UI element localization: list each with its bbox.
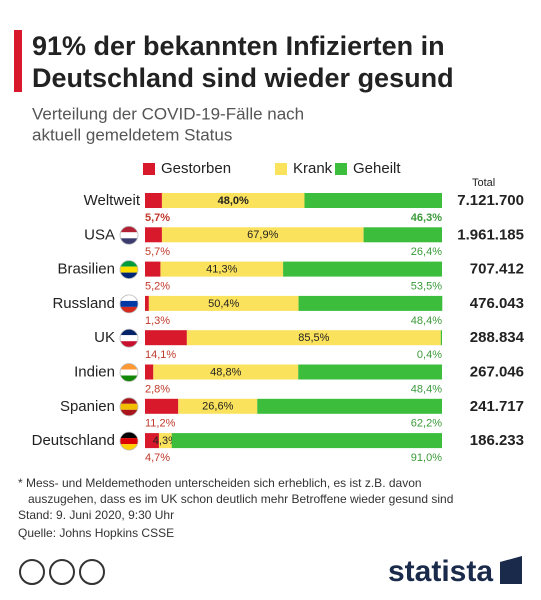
bar-segment [153, 364, 299, 380]
note: * Mess- und Meldemethoden unterscheiden … [18, 476, 422, 490]
category-label: Spanien [60, 398, 115, 415]
chart-title: 91% der bekannten Infizierten in [32, 31, 445, 61]
total-label: 476.043 [470, 295, 524, 312]
value-label: 48,4% [411, 315, 442, 327]
bar-segment [145, 364, 154, 380]
category-label: Deutschland [32, 432, 115, 449]
bar-segment [145, 261, 161, 277]
subtitle: Verteilung der COVID-19-Fälle nach [32, 104, 304, 123]
bar-segment [161, 193, 305, 208]
flag-icon [119, 328, 139, 348]
total-label: 186.233 [470, 432, 524, 449]
category-label: Brasilien [57, 261, 115, 278]
legend-label: Geheilt [353, 160, 401, 177]
total-label: 707.412 [470, 261, 524, 278]
bar-segment [298, 295, 443, 311]
flag-icon [119, 225, 139, 245]
value-label: 62,2% [411, 418, 442, 430]
brand: statista [388, 555, 493, 588]
bar-segment [148, 295, 299, 311]
bar-segment [171, 433, 443, 449]
total-label: 241.717 [470, 398, 524, 415]
total-label: 7.121.700 [457, 192, 524, 209]
value-label: 2,8% [145, 383, 170, 395]
value-label: 11,2% [145, 418, 176, 430]
value-label: 26,6% [202, 401, 233, 413]
bar-segment [298, 364, 442, 380]
legend-label: Krank [293, 160, 333, 177]
value-label: 48,8% [210, 366, 241, 378]
value-label: 48,4% [411, 383, 442, 395]
legend-swatch [335, 163, 347, 175]
source: Quelle: Johns Hopkins CSSE [18, 526, 174, 540]
bar-segment [158, 433, 172, 449]
total-label: 267.046 [470, 363, 524, 380]
value-label: 91,0% [411, 452, 442, 464]
flag-icon [119, 260, 139, 280]
flag-icon [119, 397, 139, 417]
value-label: 48,0% [218, 195, 249, 207]
total-label: 1.961.185 [457, 226, 524, 243]
value-label: 14,1% [145, 349, 176, 361]
legend-swatch [275, 163, 287, 175]
value-label: 50,4% [208, 298, 239, 310]
bar-segment [145, 193, 162, 208]
bar-segment [178, 398, 258, 414]
bar-segment [145, 330, 187, 346]
value-label: 46,3% [411, 212, 442, 224]
legend-swatch [143, 163, 155, 175]
note: auszugehen, dass es im UK schon deutlich… [28, 492, 453, 506]
bar-segment [363, 227, 442, 243]
flag-icon [119, 363, 139, 382]
category-label: Indien [74, 363, 115, 380]
brand-icon [500, 556, 522, 584]
bar-segment [160, 261, 284, 277]
value-label: 85,5% [298, 332, 329, 344]
total-label: 288.834 [470, 329, 525, 346]
value-label: 5,2% [145, 281, 170, 293]
value-label: 53,5% [411, 281, 442, 293]
flag-icon [119, 294, 139, 314]
bar-segment [145, 433, 159, 449]
value-label: 1,3% [145, 315, 170, 327]
bar-segment [304, 193, 442, 208]
category-label: UK [94, 329, 115, 346]
title-accent [14, 30, 22, 92]
bar-segment [186, 330, 441, 346]
bar-segment [145, 295, 149, 311]
chart-title: Deutschland sind wieder gesund [32, 63, 454, 93]
bar-segment [161, 227, 364, 243]
value-label: 0,4% [417, 349, 442, 361]
category-label: Weltweit [84, 192, 141, 209]
flag-icon [119, 431, 139, 451]
bar-segment [145, 398, 179, 414]
value-label: 4,7% [145, 452, 170, 464]
legend-label: Gestorben [161, 160, 231, 177]
subtitle: aktuell gemeldetem Status [32, 125, 232, 144]
license-icons [19, 559, 105, 585]
note: Stand: 9. Juni 2020, 9:30 Uhr [18, 508, 174, 522]
value-label: 26,4% [411, 246, 442, 258]
category-label: USA [84, 226, 115, 243]
value-label: 5,7% [145, 212, 170, 224]
value-label: 41,3% [206, 264, 237, 276]
bar-segment [283, 261, 442, 277]
bar-segment [257, 398, 442, 414]
total-header: Total [472, 177, 495, 189]
value-label: 5,7% [145, 246, 170, 258]
value-label: 67,9% [247, 229, 278, 241]
bar-segment [440, 330, 442, 346]
bar-segment [145, 227, 162, 243]
category-label: Russland [52, 295, 115, 312]
